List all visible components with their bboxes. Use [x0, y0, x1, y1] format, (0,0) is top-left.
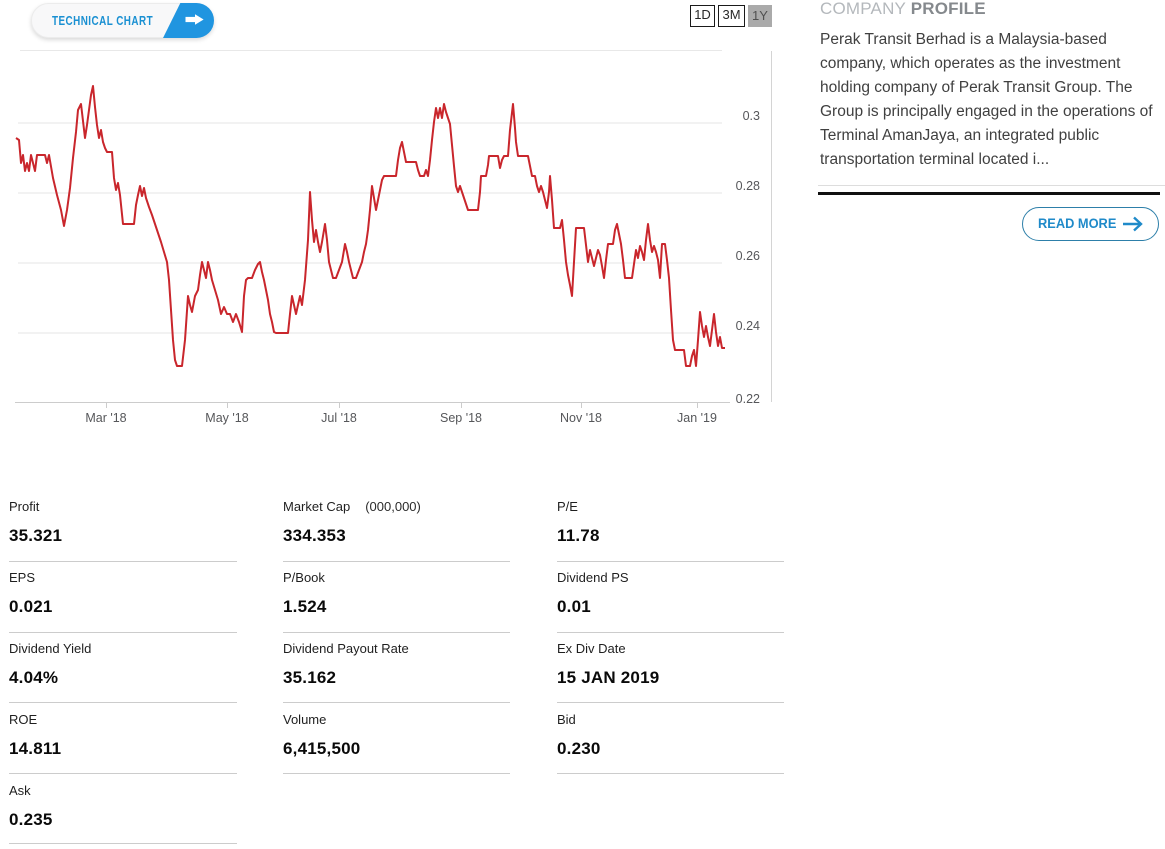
svg-text:Nov '18: Nov '18	[560, 411, 602, 425]
svg-text:0.24: 0.24	[736, 319, 760, 333]
svg-text:0.3: 0.3	[743, 109, 760, 123]
svg-text:0.22: 0.22	[736, 392, 760, 406]
svg-text:May '18: May '18	[205, 411, 248, 425]
svg-text:0.28: 0.28	[736, 179, 760, 193]
svg-text:Jul '18: Jul '18	[321, 411, 357, 425]
svg-text:Jan '19: Jan '19	[677, 411, 717, 425]
svg-text:Sep '18: Sep '18	[440, 411, 482, 425]
svg-text:0.26: 0.26	[736, 249, 760, 263]
svg-text:Mar '18: Mar '18	[85, 411, 126, 425]
